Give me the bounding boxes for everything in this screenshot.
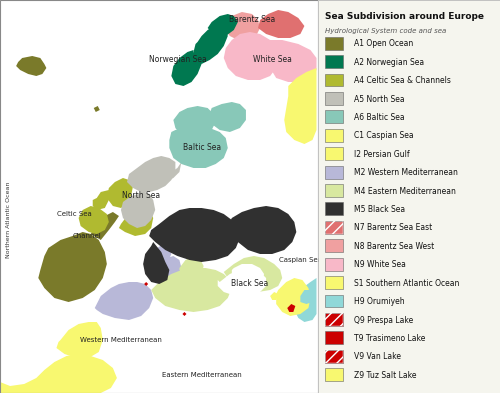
Text: M4 Eastern Mediterranean: M4 Eastern Mediterranean: [354, 187, 456, 196]
Polygon shape: [16, 56, 46, 76]
Polygon shape: [107, 286, 147, 314]
Bar: [325, 368, 343, 381]
Text: C1 Caspian Sea: C1 Caspian Sea: [354, 131, 414, 140]
Bar: [325, 258, 343, 270]
Text: N9 White Sea: N9 White Sea: [354, 260, 406, 269]
Text: S1 Southern Atlantic Ocean: S1 Southern Atlantic Ocean: [354, 279, 460, 288]
Text: N8 Barentz Sea West: N8 Barentz Sea West: [354, 242, 434, 251]
Polygon shape: [119, 208, 153, 236]
Bar: [325, 147, 343, 160]
Polygon shape: [174, 106, 216, 140]
Polygon shape: [230, 206, 296, 254]
Polygon shape: [266, 40, 316, 82]
Bar: [325, 92, 343, 105]
Text: Western Mediterranean: Western Mediterranean: [80, 337, 162, 343]
Text: Hydrological System code and sea: Hydrological System code and sea: [325, 28, 446, 34]
Bar: [325, 221, 343, 234]
Polygon shape: [170, 126, 228, 168]
Bar: [325, 129, 343, 142]
Bar: [325, 239, 343, 252]
Text: A4 Celtic Sea & Channels: A4 Celtic Sea & Channels: [354, 76, 451, 85]
Text: N7 Barentz Sea East: N7 Barentz Sea East: [354, 224, 432, 233]
Text: A6 Baltic Sea: A6 Baltic Sea: [354, 113, 405, 122]
Text: A1 Open Ocean: A1 Open Ocean: [354, 39, 413, 48]
Polygon shape: [38, 232, 107, 302]
Polygon shape: [270, 292, 278, 300]
Text: Celtic Sea: Celtic Sea: [57, 211, 92, 217]
Polygon shape: [90, 212, 119, 240]
Polygon shape: [92, 190, 109, 210]
Text: Caspian Sea: Caspian Sea: [279, 257, 322, 263]
Text: Barentz Sea: Barentz Sea: [229, 15, 275, 24]
Polygon shape: [182, 312, 186, 316]
Polygon shape: [121, 190, 155, 228]
Polygon shape: [107, 178, 133, 208]
Polygon shape: [0, 0, 318, 393]
Polygon shape: [144, 282, 148, 286]
Text: A5 North Sea: A5 North Sea: [354, 95, 405, 104]
Bar: [325, 294, 343, 307]
Polygon shape: [258, 10, 304, 38]
Polygon shape: [149, 208, 240, 262]
Text: A2 Norwegian Sea: A2 Norwegian Sea: [354, 58, 424, 67]
Bar: [325, 350, 343, 363]
Text: Black Sea: Black Sea: [232, 279, 268, 288]
Polygon shape: [224, 256, 282, 292]
Polygon shape: [0, 340, 117, 393]
Text: North Sea: North Sea: [122, 191, 160, 200]
Text: Northern Atlantic Ocean: Northern Atlantic Ocean: [6, 182, 10, 258]
Polygon shape: [151, 268, 232, 312]
Bar: [325, 110, 343, 123]
Bar: [325, 221, 343, 234]
Text: Q9 Prespa Lake: Q9 Prespa Lake: [354, 316, 413, 325]
Polygon shape: [224, 32, 278, 80]
Bar: [325, 276, 343, 289]
Polygon shape: [210, 102, 246, 132]
Polygon shape: [194, 24, 228, 64]
Polygon shape: [151, 244, 172, 270]
Text: I2 Persian Gulf: I2 Persian Gulf: [354, 150, 410, 159]
Text: Baltic Sea: Baltic Sea: [182, 143, 220, 152]
Polygon shape: [208, 14, 238, 36]
Text: H9 Orumiyeh: H9 Orumiyeh: [354, 297, 405, 306]
Text: M5 Black Sea: M5 Black Sea: [354, 205, 405, 214]
Text: V9 Van Lake: V9 Van Lake: [354, 353, 401, 361]
Polygon shape: [300, 290, 314, 304]
Bar: [325, 55, 343, 68]
Bar: [325, 184, 343, 197]
Bar: [325, 202, 343, 215]
Text: White Sea: White Sea: [252, 55, 292, 64]
Polygon shape: [160, 256, 182, 280]
Polygon shape: [94, 106, 100, 112]
Polygon shape: [218, 270, 266, 296]
Text: Eastern Mediterranean: Eastern Mediterranean: [162, 372, 242, 378]
Bar: [325, 350, 343, 363]
Bar: [325, 37, 343, 50]
Polygon shape: [94, 282, 153, 320]
Text: Channel: Channel: [72, 233, 101, 239]
Polygon shape: [294, 278, 316, 322]
Text: M2 Western Mediterranean: M2 Western Mediterranean: [354, 168, 458, 177]
Text: Sea Subdivision around Europe: Sea Subdivision around Europe: [325, 12, 484, 21]
Polygon shape: [172, 50, 202, 86]
Bar: [325, 313, 343, 326]
Text: Z9 Tuz Salt Lake: Z9 Tuz Salt Lake: [354, 371, 416, 380]
Polygon shape: [56, 322, 103, 358]
Polygon shape: [127, 156, 176, 192]
Text: Norwegian Sea: Norwegian Sea: [148, 55, 206, 64]
Bar: [325, 165, 343, 178]
Text: T9 Trasimeno Lake: T9 Trasimeno Lake: [354, 334, 426, 343]
Bar: [325, 331, 343, 344]
Polygon shape: [232, 264, 264, 286]
Polygon shape: [180, 256, 204, 278]
Polygon shape: [224, 12, 260, 40]
Polygon shape: [170, 162, 181, 180]
Polygon shape: [78, 206, 109, 234]
Polygon shape: [143, 242, 170, 284]
Bar: [325, 73, 343, 86]
Polygon shape: [284, 68, 316, 144]
Polygon shape: [288, 304, 296, 312]
Polygon shape: [276, 278, 310, 316]
Bar: [325, 313, 343, 326]
